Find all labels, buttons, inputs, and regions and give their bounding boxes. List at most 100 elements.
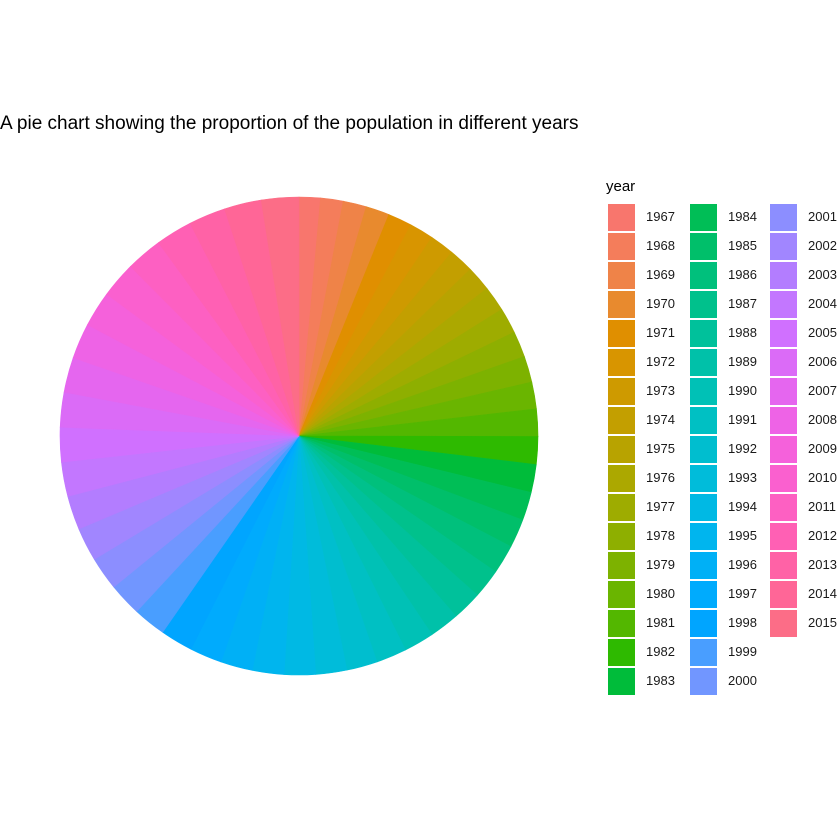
legend-label: 2003 [808, 267, 837, 282]
legend-key [690, 581, 717, 608]
legend-key [690, 262, 717, 289]
legend-label: 1982 [646, 644, 675, 659]
legend-key [770, 407, 797, 434]
legend-key [770, 581, 797, 608]
legend-key [608, 262, 635, 289]
legend-label: 2015 [808, 615, 837, 630]
legend-key [608, 204, 635, 231]
legend-key [770, 204, 797, 231]
legend-key [690, 552, 717, 579]
legend-label: 1983 [646, 673, 675, 688]
legend-label: 1990 [728, 383, 757, 398]
legend-key [770, 378, 797, 405]
legend-label: 2004 [808, 296, 837, 311]
legend-label: 2008 [808, 412, 837, 427]
legend-label: 1988 [728, 325, 757, 340]
legend-key [608, 668, 635, 695]
legend-label: 1995 [728, 528, 757, 543]
pie-slices [59, 196, 539, 676]
legend-key [770, 436, 797, 463]
legend-label: 1987 [728, 296, 757, 311]
legend-label: 1971 [646, 325, 675, 340]
legend-label: 1992 [728, 441, 757, 456]
legend-key [770, 349, 797, 376]
legend-label: 1994 [728, 499, 757, 514]
legend-label: 1977 [646, 499, 675, 514]
legend-label: 1974 [646, 412, 675, 427]
legend-label: 1993 [728, 470, 757, 485]
legend-key [690, 436, 717, 463]
legend-key [608, 610, 635, 637]
legend-key [608, 494, 635, 521]
legend-key [690, 320, 717, 347]
legend-key [608, 233, 635, 260]
legend-label: 1991 [728, 412, 757, 427]
legend-label: 1998 [728, 615, 757, 630]
legend-label: 1973 [646, 383, 675, 398]
legend-label: 2000 [728, 673, 757, 688]
legend-label: 1997 [728, 586, 757, 601]
legend-label: 1986 [728, 267, 757, 282]
legend-label: 1972 [646, 354, 675, 369]
legend-key [608, 378, 635, 405]
legend-key [608, 349, 635, 376]
legend-key [690, 639, 717, 666]
legend-label: 1984 [728, 209, 757, 224]
legend-key [608, 291, 635, 318]
legend-key [770, 494, 797, 521]
legend-key [770, 610, 797, 637]
legend-label: 2013 [808, 557, 837, 572]
legend-key [608, 581, 635, 608]
legend-key [608, 639, 635, 666]
legend-key [770, 291, 797, 318]
legend-label: 1989 [728, 354, 757, 369]
legend-label: 2012 [808, 528, 837, 543]
legend-key [690, 204, 717, 231]
legend-key [690, 610, 717, 637]
pie-slice-2015 [260, 196, 300, 437]
legend-label: 1967 [646, 209, 675, 224]
legend-key [608, 320, 635, 347]
legend-label: 1979 [646, 557, 675, 572]
legend-label: 1999 [728, 644, 757, 659]
legend-label: 1970 [646, 296, 675, 311]
chart-title: A pie chart showing the proportion of th… [0, 113, 579, 134]
legend-label: 1985 [728, 238, 757, 253]
legend-key [608, 523, 635, 550]
legend-label: 1978 [646, 528, 675, 543]
legend-key [770, 465, 797, 492]
legend-key [690, 407, 717, 434]
legend-key [690, 291, 717, 318]
legend-key [770, 552, 797, 579]
legend-key [690, 494, 717, 521]
legend-label: 1968 [646, 238, 675, 253]
legend-label: 1981 [646, 615, 675, 630]
legend-key [690, 465, 717, 492]
legend-label: 2001 [808, 209, 837, 224]
legend-label: 2007 [808, 383, 837, 398]
legend-key [608, 436, 635, 463]
legend-key [690, 378, 717, 405]
legend-key [770, 523, 797, 550]
legend-key [608, 407, 635, 434]
legend-label: 2002 [808, 238, 837, 253]
legend-label: 2006 [808, 354, 837, 369]
legend-label: 2010 [808, 470, 837, 485]
legend-label: 1975 [646, 441, 675, 456]
legend-key [608, 552, 635, 579]
legend-key [690, 349, 717, 376]
legend-label: 2014 [808, 586, 837, 601]
legend-key [770, 262, 797, 289]
legend-label: 2005 [808, 325, 837, 340]
legend-key [690, 523, 717, 550]
legend-title: year [606, 178, 636, 195]
legend-label: 2011 [808, 499, 836, 514]
legend-key [690, 233, 717, 260]
legend-label: 1996 [728, 557, 757, 572]
legend-label: 1980 [646, 586, 675, 601]
legend-key [770, 233, 797, 260]
legend-key [690, 668, 717, 695]
legend-label: 1976 [646, 470, 675, 485]
legend-label: 1969 [646, 267, 675, 282]
